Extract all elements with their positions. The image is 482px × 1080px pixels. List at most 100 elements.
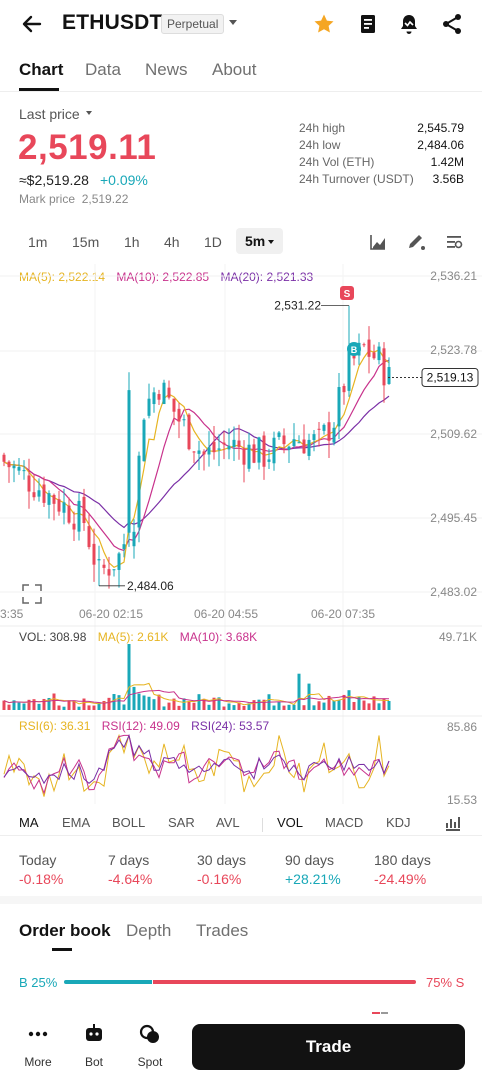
volume-bar (247, 703, 251, 710)
drawing-tool-icon[interactable] (406, 233, 426, 251)
stat-label: 24h high (299, 121, 346, 135)
indicator-boll[interactable]: BOLL (112, 815, 146, 830)
candle-body (172, 398, 176, 412)
nav-spot-label: Spot (137, 1055, 163, 1069)
indicator-ma[interactable]: MA (19, 815, 39, 830)
volume-bar (382, 698, 386, 710)
notebook-icon[interactable] (356, 12, 380, 36)
symbol-title[interactable]: ETHUSDT (62, 11, 163, 34)
indicator-macd[interactable]: MACD (325, 815, 364, 830)
last-price-dropdown-icon[interactable] (86, 111, 92, 115)
volume-bar (57, 705, 61, 710)
candlestick-chart[interactable]: 2,536.21 2,523.78 2,509.62 2,495.45 2,483.02… (0, 264, 482, 804)
candle-body (157, 394, 161, 400)
volume-bar (32, 699, 36, 710)
volume-bar (27, 699, 31, 710)
volume-bar (357, 696, 361, 710)
back-arrow-icon[interactable] (20, 12, 44, 36)
volume-bar (257, 699, 261, 710)
indicator-vol[interactable]: VOL (277, 815, 304, 830)
perf-30days: 30 days -0.16% (197, 852, 246, 887)
vol-ma10-line (3, 689, 390, 704)
candle-body (247, 444, 251, 469)
more-dots-icon (28, 1031, 48, 1037)
indicator-more-icon[interactable] (444, 814, 462, 832)
volume-bar (362, 700, 366, 710)
nav-more[interactable]: More (16, 1024, 60, 1069)
symbol-dropdown-caret-icon[interactable] (229, 20, 237, 25)
tab-depth[interactable]: Depth (126, 921, 172, 940)
last-price-value: 2,519.11 (18, 128, 157, 167)
candle-body (292, 439, 296, 447)
volume-bar (132, 686, 136, 710)
volume-bar (197, 694, 201, 710)
volume-bar (182, 698, 186, 710)
approx-usd-price: ≈$2,519.28 (19, 172, 89, 188)
interval-4h[interactable]: 4h (164, 234, 180, 250)
price-alert-icon[interactable] (397, 12, 421, 36)
candle-body (122, 544, 126, 549)
volume-bar (87, 705, 91, 710)
interval-1h[interactable]: 1h (124, 234, 140, 250)
ma5-line (3, 349, 390, 569)
rsi6-line (3, 733, 390, 797)
candle-body (332, 427, 336, 443)
trade-button[interactable]: Trade (192, 1024, 465, 1070)
volume-bar (317, 701, 321, 710)
candle-body (107, 569, 111, 576)
last-price-label[interactable]: Last price (19, 106, 80, 122)
volume-bar (297, 673, 301, 710)
stat-value: 3.56B (432, 172, 464, 186)
favorite-star-icon[interactable] (312, 12, 336, 36)
candle-body (147, 398, 151, 416)
24h-stats: 24h high 2,545.79 24h low 2,484.06 24h Vol… (299, 121, 464, 189)
indicator-avl[interactable]: AVL (216, 815, 240, 830)
volume-bar (237, 702, 241, 710)
interval-15m[interactable]: 15m (72, 234, 100, 250)
chart-type-icon[interactable] (369, 233, 387, 251)
candle-body (287, 446, 291, 450)
share-icon[interactable] (440, 12, 464, 36)
tab-about[interactable]: About (212, 60, 257, 79)
candle-body (142, 419, 146, 462)
indicator-kdj[interactable]: KDJ (386, 815, 411, 830)
x-tick-label: 06-20 04:55 (194, 607, 258, 621)
volume-bar (252, 700, 256, 710)
tab-order-book[interactable]: Order book (19, 921, 111, 940)
tab-chart[interactable]: Chart (19, 60, 64, 79)
candle-body (317, 428, 321, 430)
x-tick-label: 06-20 02:15 (79, 607, 143, 621)
tab-data[interactable]: Data (85, 60, 121, 79)
volume-bar (17, 702, 21, 710)
candle-body (117, 553, 121, 570)
candle-body (92, 543, 96, 565)
interval-1m[interactable]: 1m (28, 234, 48, 250)
volume-bar (207, 704, 211, 710)
volume-bar (92, 705, 96, 710)
orderbook-indicator-mark (372, 1012, 388, 1014)
vol-max-label: 49.71K (439, 630, 477, 644)
stat-24h-turnover: 24h Turnover (USDT) 3.56B (299, 172, 464, 189)
indicator-settings-icon[interactable] (445, 233, 463, 251)
perf-today: Today -0.18% (19, 852, 63, 887)
nav-spot[interactable]: Spot (128, 1024, 172, 1069)
candle-body (62, 502, 66, 513)
tab-news[interactable]: News (145, 60, 188, 79)
interval-5m-selected[interactable]: 5m (236, 228, 284, 254)
interval-1d[interactable]: 1D (204, 234, 222, 250)
sell-marker-icon (340, 286, 354, 300)
indicator-ema[interactable]: EMA (62, 815, 91, 830)
volume-bar (177, 705, 181, 710)
indicator-tabs: MA EMA BOLL SAR AVL VOL MACD KDJ (0, 812, 482, 836)
volume-bar (62, 706, 66, 710)
section-divider (0, 896, 482, 904)
orderbook-mark-neutral (381, 1012, 388, 1014)
tab-trades[interactable]: Trades (196, 921, 249, 940)
active-tab-indicator (19, 88, 59, 91)
indicator-sar[interactable]: SAR (168, 815, 195, 830)
volume-bar (277, 702, 281, 710)
volume-bar (7, 704, 11, 710)
candle-body (262, 435, 266, 467)
volume-bar (332, 700, 336, 710)
nav-bot[interactable]: Bot (72, 1024, 116, 1069)
